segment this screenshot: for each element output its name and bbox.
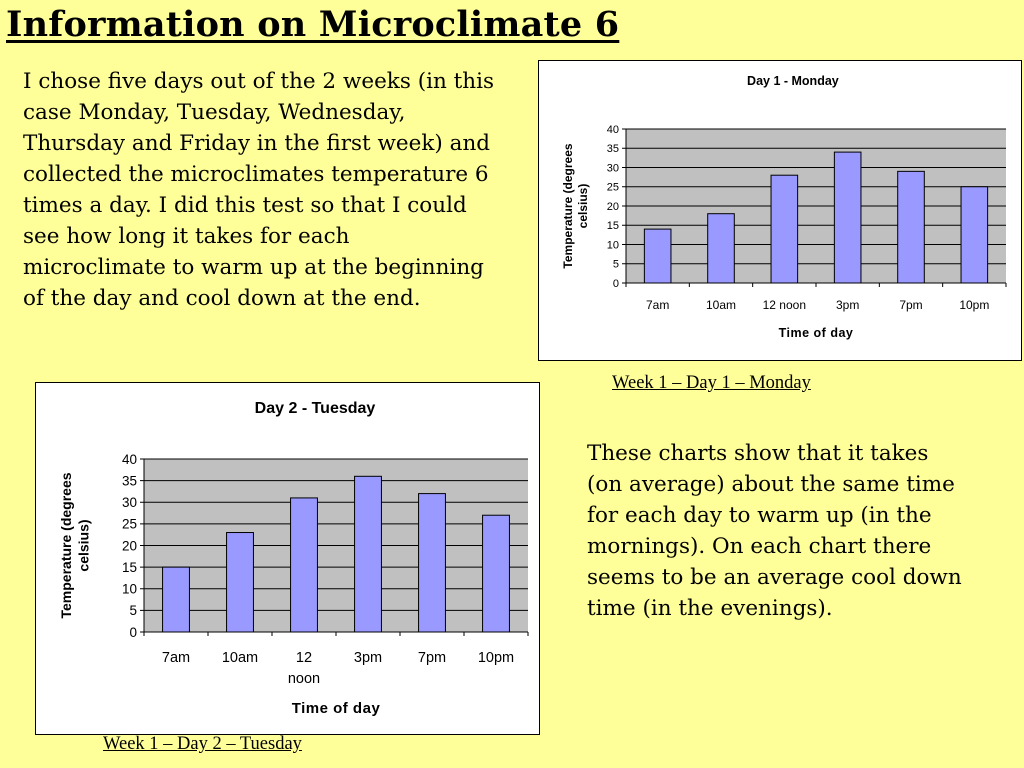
y-axis-label: celsius) <box>576 184 590 229</box>
x-category-label: 3pm <box>836 298 859 312</box>
chart-day1-svg: 0 5 10 15 20 25 30 35 40 7am 10am 12 noon 3pm 7pm 10pm… <box>561 74 1007 340</box>
bar <box>226 532 254 633</box>
bar <box>643 228 672 284</box>
x-category-label: 10am <box>222 650 258 666</box>
y-tick-label: 10 <box>122 582 137 597</box>
intro-paragraph: I chose five days out of the 2 weeks (in… <box>23 69 495 311</box>
bar <box>770 174 799 284</box>
y-axis-label: celsius) <box>76 519 92 571</box>
y-axis-label: Temperature (degrees <box>561 143 575 268</box>
y-axis-label: Temperature (degrees <box>58 472 74 618</box>
x-category-label: 10am <box>706 298 736 312</box>
y-tick-label: 35 <box>607 143 619 155</box>
y-tick-label: 40 <box>607 124 619 136</box>
x-category-label: 7pm <box>418 650 446 666</box>
y-tick-label: 10 <box>607 239 619 251</box>
y-tick-label: 25 <box>607 182 619 194</box>
chart-day2-svg: 0 5 10 15 20 25 30 35 40 7am 10am 12 noon 3pm 7pm 10pm D… <box>58 400 529 717</box>
y-tick-label: 20 <box>607 201 619 213</box>
x-category-label: 12 noon <box>288 650 320 687</box>
bar <box>482 514 510 633</box>
y-tick-label: 40 <box>122 452 137 467</box>
x-axis-label: Time of day <box>292 700 381 717</box>
y-tick-label: 15 <box>607 220 619 232</box>
caption-day2: Week 1 – Day 2 – Tuesday <box>103 734 302 754</box>
bar <box>162 566 190 633</box>
bar <box>897 170 925 284</box>
caption-day1: Week 1 – Day 1 – Monday <box>612 373 811 393</box>
x-category-label: 7pm <box>899 298 922 312</box>
y-tick-label: 5 <box>129 603 137 618</box>
x-category-label: 3pm <box>354 650 382 666</box>
x-category-label: 10pm <box>478 650 514 666</box>
y-tick-label: 35 <box>122 473 137 488</box>
bar <box>707 213 735 284</box>
x-axis-label: Time of day <box>779 326 854 340</box>
chart-day2-tuesday: 0 5 10 15 20 25 30 35 40 7am 10am 12 noon 3pm 7pm 10pm D… <box>35 382 540 735</box>
summary-paragraph: These charts show that it takes (on aver… <box>587 441 962 621</box>
x-category-label: 10pm <box>959 298 989 312</box>
slide-title: Information on Microclimate 6 <box>6 4 620 45</box>
y-tick-label: 0 <box>129 625 137 640</box>
y-tick-label: 5 <box>613 259 619 271</box>
x-category-label: 7am <box>646 298 669 312</box>
chart-title: Day 1 - Monday <box>747 74 839 88</box>
y-tick-label: 30 <box>122 495 137 510</box>
bar <box>290 497 318 633</box>
bar <box>833 151 862 284</box>
y-tick-label: 20 <box>122 538 137 553</box>
y-tick-label: 30 <box>607 162 619 174</box>
chart-title: Day 2 - Tuesday <box>255 400 376 417</box>
y-tick-label: 0 <box>613 278 619 290</box>
chart-day1-monday: 0 5 10 15 20 25 30 35 40 7am 10am 12 noon 3pm 7pm 10pm… <box>538 60 1022 361</box>
y-tick-label: 25 <box>122 517 137 532</box>
bar <box>354 475 382 633</box>
bar <box>418 493 446 633</box>
x-category-label: 12 noon <box>763 298 806 312</box>
y-tick-label: 15 <box>122 560 137 575</box>
bar <box>960 186 989 284</box>
x-category-label: 7am <box>162 650 190 666</box>
